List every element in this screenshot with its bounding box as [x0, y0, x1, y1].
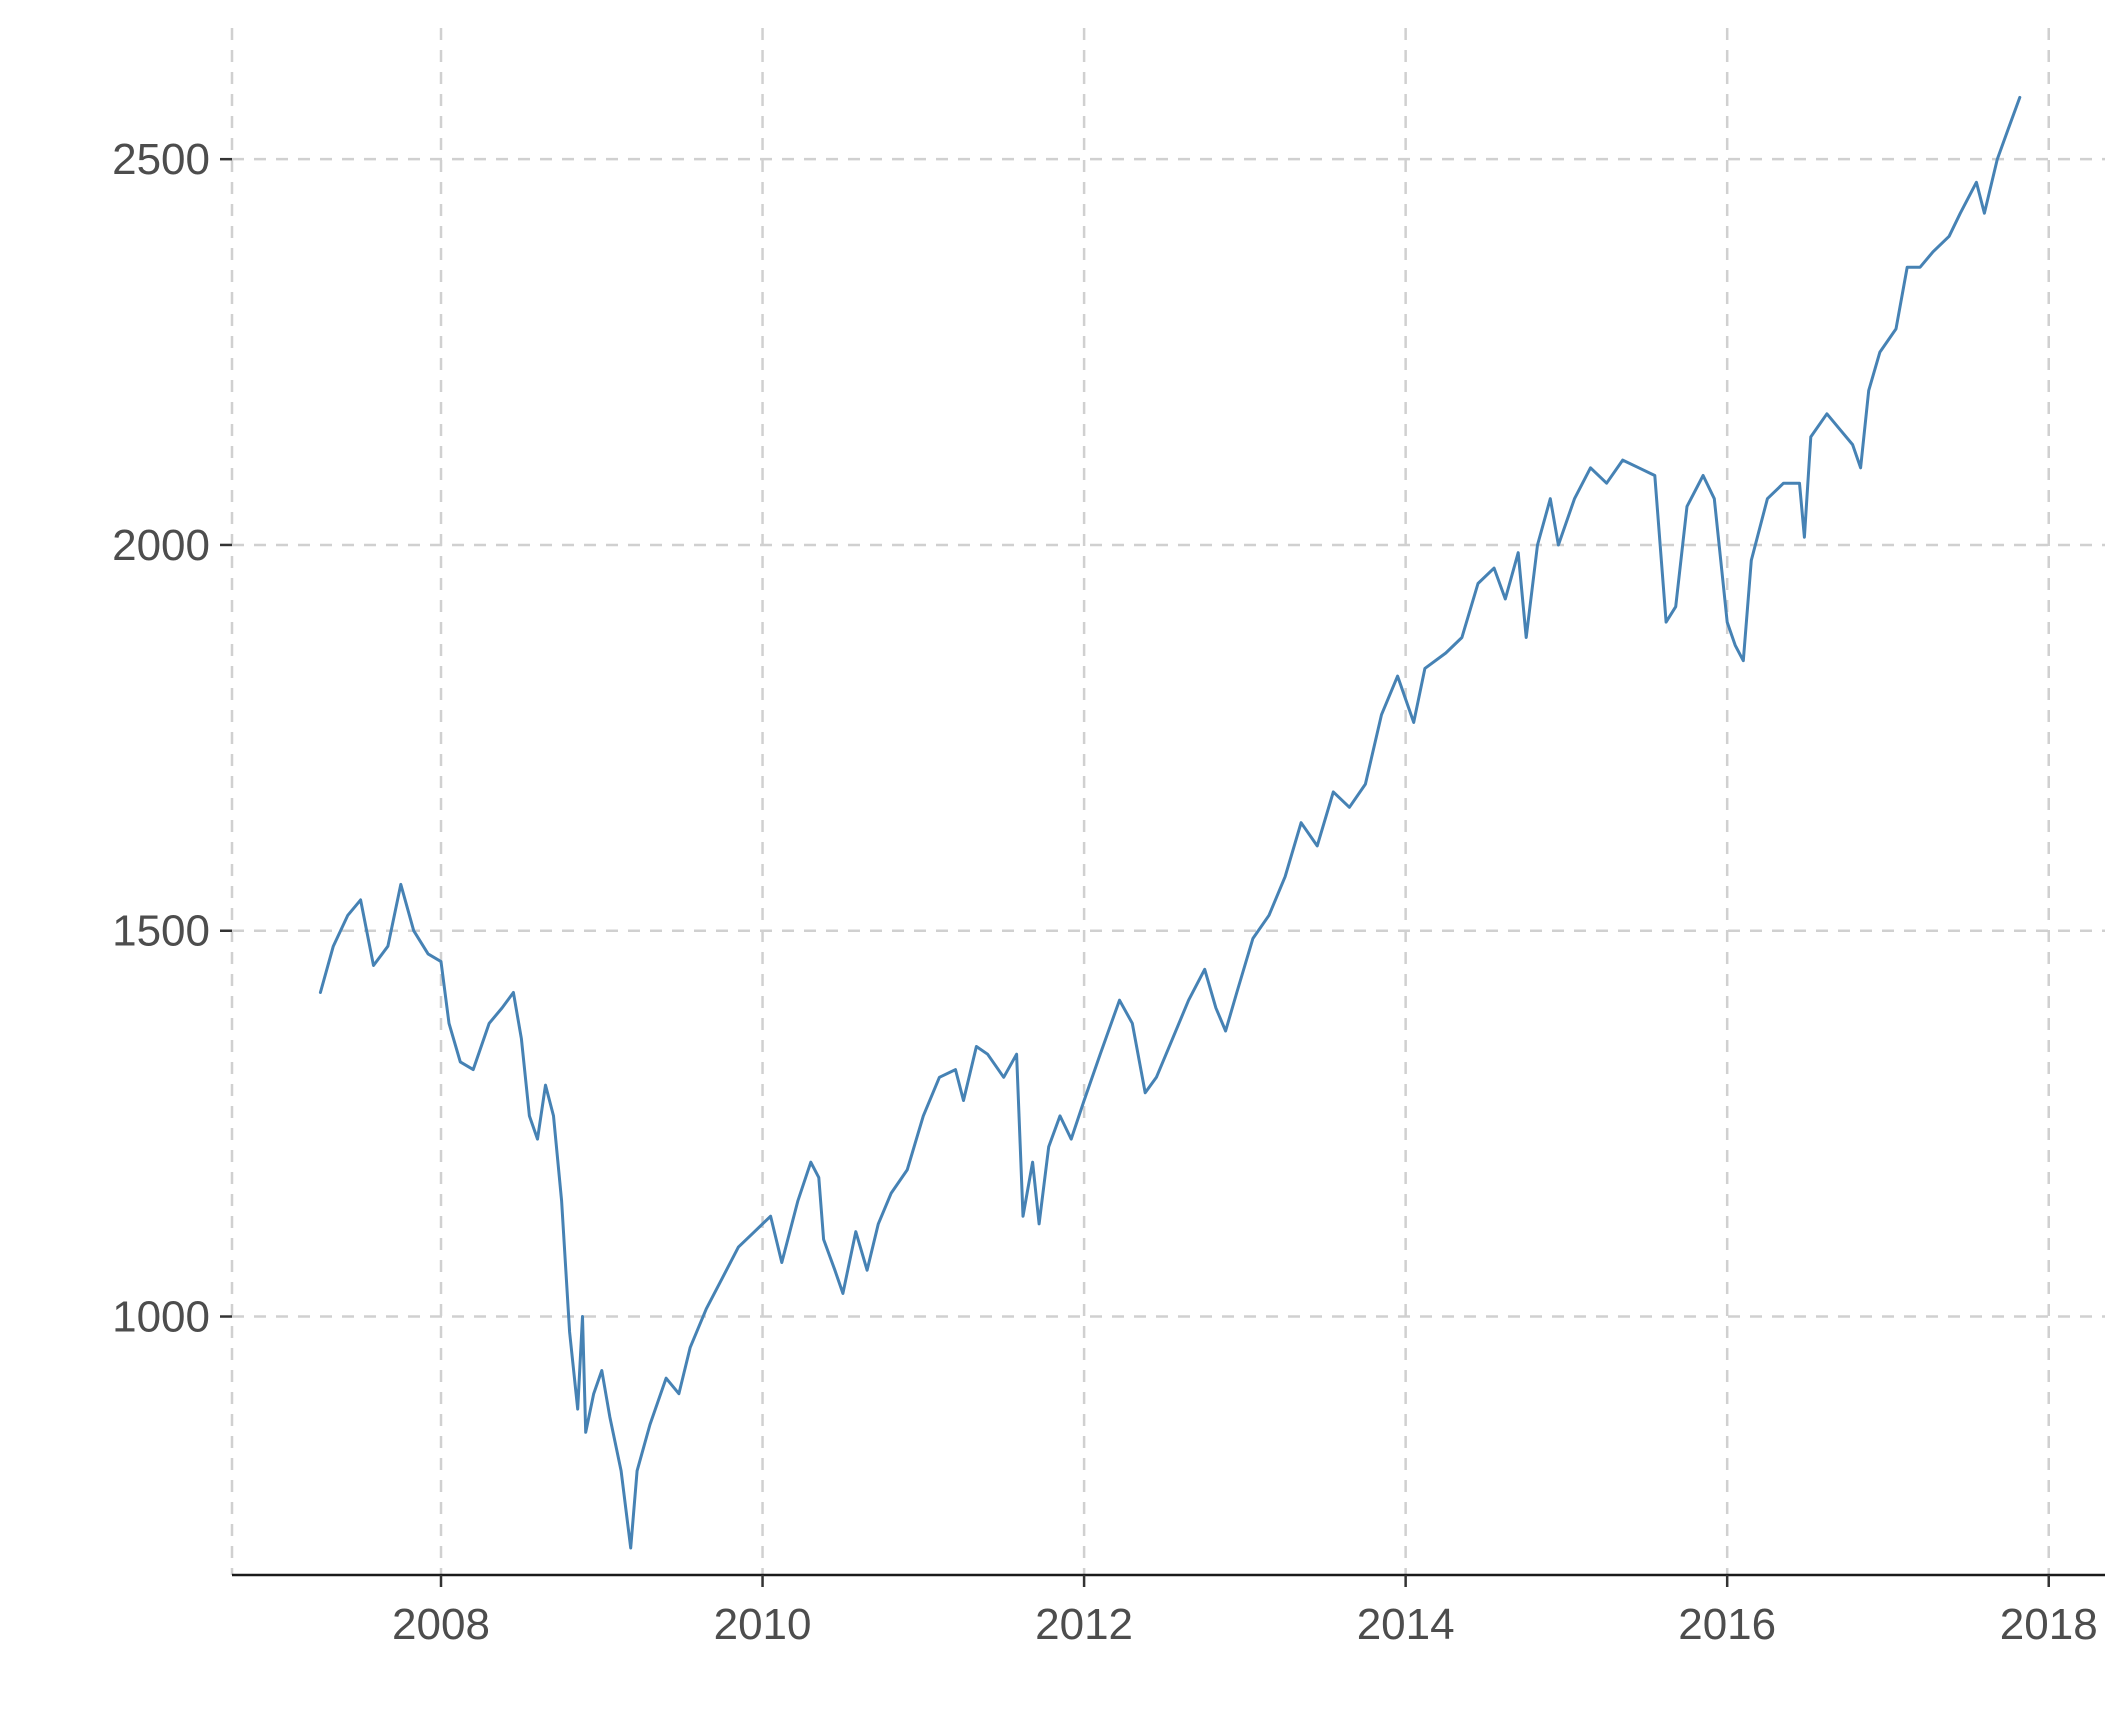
horizontal-gridlines: [232, 157, 2105, 1318]
x-tick-label-2014: 2014: [1357, 1600, 1455, 1649]
y-tick-label-1000: 1000: [112, 1293, 210, 1342]
x-tick-label-2008: 2008: [392, 1600, 490, 1649]
x-tick-label-2018: 2018: [2000, 1600, 2098, 1649]
vertical-gridlines: [230, 28, 2050, 1575]
x-tick-label-2010: 2010: [714, 1600, 812, 1649]
y-axis-tick-labels: 1000 1500 2000 2500: [112, 135, 210, 1341]
series-line: [318, 95, 2022, 1550]
x-axis-ticks: [439, 1575, 2050, 1587]
y-tick-label-2000: 2000: [112, 521, 210, 570]
y-tick-label-2500: 2500: [112, 135, 210, 184]
y-tick-label-1500: 1500: [112, 907, 210, 956]
x-tick-label-2012: 2012: [1035, 1600, 1133, 1649]
x-tick-label-2016: 2016: [1678, 1600, 1776, 1649]
x-axis-tick-labels: 2008 2010 2012 2014 2016 2018: [392, 1600, 2098, 1649]
y-axis-ticks: [220, 157, 232, 1318]
